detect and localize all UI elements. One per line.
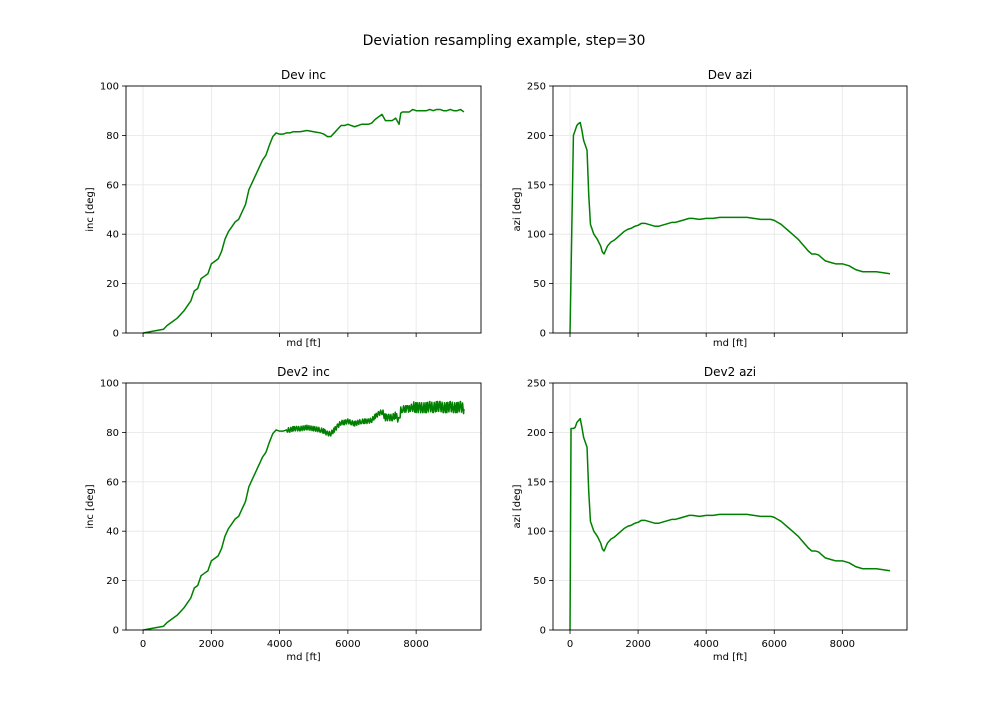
series-line-dev2-inc-0 <box>142 400 465 631</box>
y-tick-label: 0 <box>113 626 119 637</box>
y-tick-label: 200 <box>527 428 546 439</box>
y-axis-label: inc [deg] <box>85 484 96 529</box>
y-tick-label: 50 <box>533 279 546 290</box>
x-tick-label: 6000 <box>762 639 787 650</box>
x-tick-label: 8000 <box>830 639 855 650</box>
y-tick-label: 40 <box>106 527 119 538</box>
axes-frame <box>552 85 908 334</box>
subplot-dev-inc: 0 20 40 60 80 100 Dev inc md [ft] inc [deg] <box>85 68 482 349</box>
y-tick-label: 100 <box>100 82 119 93</box>
axes-frame <box>125 382 482 631</box>
x-tick-label: 4000 <box>267 639 292 650</box>
x-axis-label: md [ft] <box>286 338 320 349</box>
y-tick-label: 60 <box>106 180 119 191</box>
series-line-dev-inc-0 <box>142 108 465 334</box>
y-tick-label: 50 <box>533 576 546 587</box>
y-tick-label: 100 <box>527 527 546 538</box>
x-tick-label: 0 <box>140 639 146 650</box>
y-tick-label: 0 <box>540 329 546 340</box>
subplot-dev2-azi: 0 2000 4000 6000 8000 0 50 100 150 200 250 Dev2 azi… <box>512 365 908 663</box>
subplot-title: Dev2 azi <box>704 365 756 379</box>
y-axis-label: azi [deg] <box>512 484 523 528</box>
subplot-title: Dev inc <box>281 68 326 82</box>
y-tick-label: 20 <box>106 576 119 587</box>
axes-frame <box>125 85 482 334</box>
series-line-dev2-azi-0 <box>569 417 891 631</box>
y-tick-label: 80 <box>106 131 119 142</box>
y-tick-label: 100 <box>527 230 546 241</box>
x-axis-label: md [ft] <box>713 338 747 349</box>
subplot-title: Dev2 inc <box>277 365 330 379</box>
figure-title: Deviation resampling example, step=30 <box>362 33 646 49</box>
x-tick-label: 0 <box>567 639 573 650</box>
subplot-dev-azi: 0 50 100 150 200 250 Dev azi md [ft] azi [deg] <box>512 68 908 349</box>
axes-frame <box>552 382 908 631</box>
x-tick-label: 2000 <box>625 639 650 650</box>
subplot-dev2-inc: 0 2000 4000 6000 8000 0 20 40 60 80 100 Dev2 inc md … <box>85 365 482 663</box>
x-tick-label: 2000 <box>199 639 224 650</box>
y-axis-label: inc [deg] <box>85 187 96 232</box>
y-tick-label: 100 <box>100 379 119 390</box>
y-tick-label: 80 <box>106 428 119 439</box>
series-line-dev-azi-0 <box>569 121 891 334</box>
y-tick-label: 250 <box>527 82 546 93</box>
y-axis-label: azi [deg] <box>512 187 523 231</box>
x-axis-label: md [ft] <box>286 652 320 663</box>
x-tick-label: 4000 <box>693 639 718 650</box>
y-tick-label: 60 <box>106 477 119 488</box>
y-tick-label: 0 <box>540 626 546 637</box>
y-tick-label: 0 <box>113 329 119 340</box>
x-axis-label: md [ft] <box>713 652 747 663</box>
y-tick-label: 150 <box>527 180 546 191</box>
x-tick-label: 8000 <box>403 639 428 650</box>
x-tick-label: 6000 <box>335 639 360 650</box>
subplot-title: Dev azi <box>708 68 753 82</box>
y-tick-label: 40 <box>106 230 119 241</box>
y-tick-label: 20 <box>106 279 119 290</box>
y-tick-label: 200 <box>527 131 546 142</box>
y-tick-label: 150 <box>527 477 546 488</box>
y-tick-label: 250 <box>527 379 546 390</box>
